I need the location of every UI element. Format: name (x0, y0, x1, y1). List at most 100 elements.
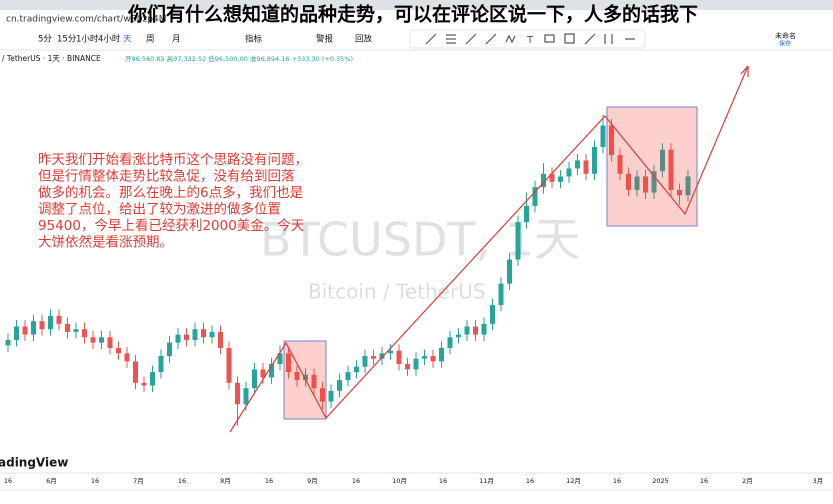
interval-button[interactable]: 月 (172, 35, 181, 45)
candle-body (286, 353, 291, 373)
candle-body (235, 382, 240, 405)
candle-body (677, 189, 682, 196)
candle-body (99, 337, 104, 343)
layout-name[interactable]: 未命名 (775, 31, 796, 40)
candle-body (422, 356, 427, 359)
candle-body (150, 372, 155, 386)
candle-body (541, 173, 546, 188)
x-tick-label: 16 (4, 477, 12, 485)
candle-body (39, 321, 45, 330)
candle-body (116, 347, 121, 354)
candle-body (558, 176, 563, 182)
annotation-line: 昨天我们开始看涨比特币这个思路没有问题， (38, 151, 308, 168)
candle-body (371, 356, 376, 359)
candle-body (362, 356, 368, 367)
candle-body (464, 326, 470, 335)
candle-body (192, 329, 198, 340)
candle-body (14, 326, 19, 340)
candle-body (90, 337, 96, 343)
candle-body (566, 168, 572, 177)
candle-body (481, 323, 487, 335)
x-tick-label: 16 (526, 477, 534, 485)
candle-body (5, 339, 11, 346)
candle-body (175, 334, 181, 343)
annotation-line: 但是行情整体走势比较急促，没有给到回落 (38, 169, 295, 185)
time-axis: 16 6月 16 7月 16 8月 16 9月 16 10月 16 11月 16 12月 16 2025 16 2… (4, 477, 823, 485)
indicators-button[interactable]: 指标 (245, 34, 263, 45)
candle-body (133, 361, 138, 383)
candle-body (337, 380, 342, 391)
symbol-name: / TetherUS · 1天 · BINANCE (2, 54, 101, 63)
arrow-head (740, 65, 749, 77)
interval-button[interactable]: 4小时 (98, 34, 121, 45)
x-tick-label: 16 (700, 477, 708, 485)
candle-body (65, 323, 70, 332)
candle-body (490, 305, 495, 324)
interval-button[interactable]: 1小时 (76, 34, 99, 45)
candle-body (405, 364, 410, 370)
drawings (229, 65, 749, 433)
candle-body (243, 388, 249, 405)
candle-body (141, 382, 147, 386)
address-bar (0, 10, 833, 28)
replay-button[interactable]: 回放 (355, 34, 373, 45)
candle-body (498, 283, 504, 306)
save-button[interactable]: 保存 (779, 40, 791, 48)
candle-body (252, 369, 257, 389)
candle-body (388, 350, 393, 354)
candle-body (575, 160, 580, 169)
drawing-tools[interactable]: T (425, 33, 635, 46)
candle-body (626, 173, 631, 190)
caption: 你们有什么想知道的品种走势，可以在评论区说一下，人多的话我下 (127, 3, 698, 26)
x-tick-label: 6月 (46, 477, 57, 485)
candle-body (328, 390, 334, 402)
x-tick-label: 7月 (133, 477, 144, 485)
candle-body (167, 342, 172, 357)
x-tick-label: 12月 (566, 477, 581, 485)
candle-body (396, 350, 402, 365)
candle-body (660, 149, 665, 172)
candle-body (651, 171, 657, 193)
candle-body (294, 372, 300, 381)
candle-body (439, 347, 444, 362)
candle-body (48, 315, 53, 330)
interval-button[interactable]: 天 (123, 35, 132, 45)
x-tick-label: 9月 (307, 477, 318, 485)
candle-body (260, 369, 266, 378)
x-tick-label: 2025 (652, 477, 669, 485)
x-tick-label: 16 (613, 477, 621, 485)
candle-body (609, 125, 614, 156)
candle-body (379, 353, 385, 359)
interval-button[interactable]: 5分 (38, 35, 52, 45)
candle-body (107, 337, 113, 348)
candle-body (532, 187, 538, 206)
candle-body (617, 155, 623, 174)
candle-body (634, 176, 640, 190)
interval-button[interactable]: 周 (146, 35, 155, 45)
candle-body (320, 388, 325, 402)
candle-body (583, 160, 589, 174)
alert-button[interactable]: 警报 (316, 34, 334, 45)
candle-body (473, 326, 478, 335)
candle-body (56, 315, 62, 324)
candle-body (311, 374, 317, 389)
watermark-title: BTCUSDT, 1天 (260, 213, 580, 267)
candle-body (201, 329, 206, 338)
candle-body (22, 326, 28, 335)
candle-body (184, 334, 189, 340)
candle-body (600, 125, 606, 147)
candle-body (158, 356, 164, 373)
url[interactable]: cn.tradingview.com/chart/wB0zp4M (6, 15, 167, 25)
x-tick-label: 16 (265, 477, 273, 485)
watermark-subtitle: Bitcoin / TetherUS (308, 280, 486, 304)
candle-body (124, 353, 130, 362)
interval-button[interactable]: 15分 (57, 35, 77, 45)
x-tick-label: 11月 (479, 477, 494, 485)
candle-body (277, 353, 283, 365)
annotation-line: 调整了点位，给出了较为激进的做多位置 (38, 201, 281, 218)
candle-body (218, 331, 223, 348)
annotation: 昨天我们开始看涨比特币这个思路没有问题，但是行情整体走势比较急促，没有给到回落做… (38, 151, 308, 251)
x-tick-label: 16 (439, 477, 447, 485)
x-tick-label: 2月 (742, 477, 753, 485)
candle-series (5, 114, 691, 426)
